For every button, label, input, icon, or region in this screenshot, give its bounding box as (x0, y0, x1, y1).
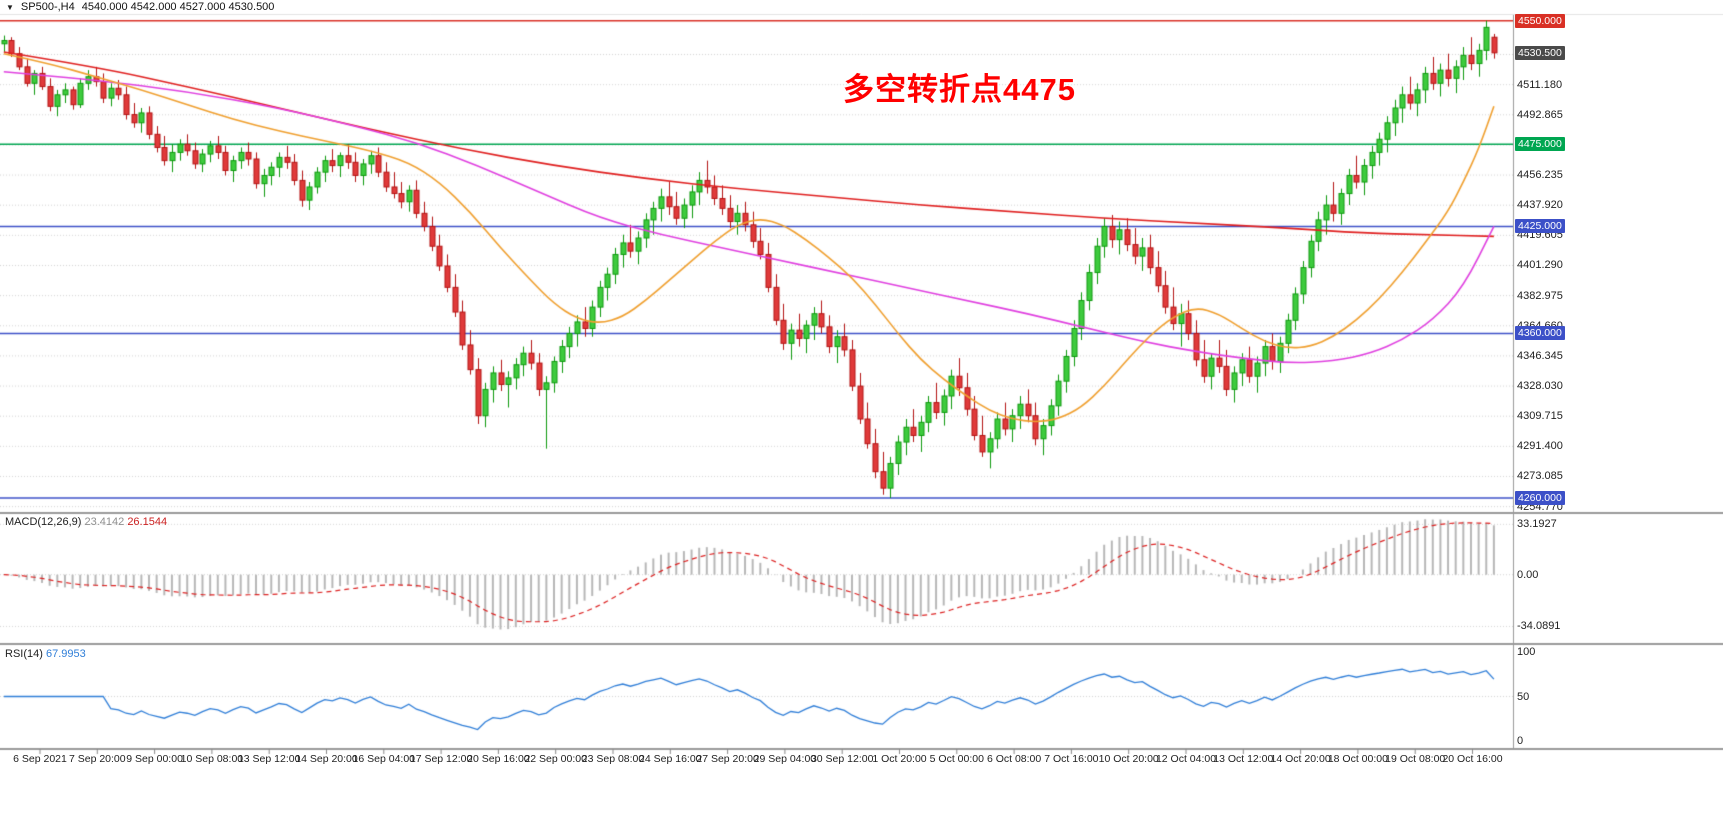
price-grid-label: 4291.400 (1517, 440, 1563, 452)
price-line-label: 4360.000 (1515, 326, 1565, 340)
price-grid-label: 4309.715 (1517, 410, 1563, 422)
price-line-label: 4550.000 (1515, 14, 1565, 28)
time-axis-label: 23 Sep 08:00 (581, 753, 645, 765)
annotation-text[interactable]: 多空转折点4475 (843, 72, 1076, 107)
time-axis-label: 16 Sep 04:00 (352, 753, 416, 765)
rsi-axis-label: 100 (1517, 646, 1536, 658)
time-axis-label: 24 Sep 16:00 (639, 753, 702, 765)
rsi-indicator-label: RSI(14) 67.9953 (5, 648, 86, 660)
time-axis-label: 20 Oct 16:00 (1442, 753, 1503, 765)
time-axis-label: 20 Sep 16:00 (467, 753, 530, 765)
time-axis-label: 10 Oct 20:00 (1098, 753, 1159, 765)
price-grid-label: 4511.180 (1517, 79, 1563, 91)
time-axis-label: 19 Oct 08:00 (1385, 753, 1446, 765)
time-axis-label: 6 Oct 08:00 (986, 753, 1042, 765)
time-axis-label: 29 Sep 04:00 (753, 753, 817, 765)
time-axis-label: 7 Sep 20:00 (68, 753, 126, 765)
price-grid-label: 4273.085 (1517, 470, 1563, 482)
time-axis-label: 7 Oct 16:00 (1044, 753, 1099, 765)
rsi-axis-label: 0 (1517, 735, 1524, 747)
time-axis-label: 17 Sep 12:00 (409, 753, 473, 765)
macd-signal-value: 26.1544 (127, 516, 168, 528)
time-axis-label: 13 Oct 12:00 (1213, 753, 1274, 765)
price-grid-label: 4346.345 (1517, 350, 1563, 362)
time-axis-label: 10 Sep 08:00 (180, 753, 244, 765)
time-axis-label: 27 Sep 20:00 (696, 753, 759, 765)
price-line-label: 4475.000 (1515, 137, 1565, 151)
price-grid-label: 4437.920 (1517, 199, 1563, 211)
rsi-value: 67.9953 (45, 648, 86, 660)
time-axis-label: 18 Oct 00:00 (1327, 753, 1388, 765)
time-axis-label: 6 Sep 2021 (13, 753, 67, 765)
price-grid-label: 4328.030 (1517, 380, 1563, 392)
chart-title-bar: ▼ SP500-,H4 4540.000 4542.000 4527.000 4… (6, 1, 274, 13)
time-axis-label: 1 Oct 20:00 (872, 753, 927, 765)
macd-axis-label: 33.1927 (1517, 518, 1557, 530)
time-axis-label: 14 Oct 20:00 (1270, 753, 1331, 765)
price-grid-label: 4456.235 (1517, 169, 1563, 181)
time-axis-label: 12 Oct 04:00 (1155, 753, 1217, 765)
time-axis-label: 9 Sep 00:00 (126, 753, 183, 765)
symbol-timeframe-label: SP500-,H4 (20, 1, 75, 13)
time-axis-label: 30 Sep 12:00 (810, 753, 874, 765)
current-price-label: 4530.500 (1515, 46, 1565, 60)
macd-main-value: 23.4142 (84, 516, 125, 528)
price-line-label: 4260.000 (1515, 491, 1565, 505)
macd-indicator-label: MACD(12,26,9) 23.4142 26.1544 (5, 516, 167, 528)
price-grid-label: 4401.290 (1517, 259, 1563, 271)
macd-name: MACD(12,26,9) (5, 516, 82, 528)
ohlc-values: 4540.000 4542.000 4527.000 4530.500 (81, 1, 275, 13)
time-axis-label: 22 Sep 00:00 (524, 753, 587, 765)
time-axis-label: 14 Sep 20:00 (295, 753, 358, 765)
macd-axis-label: -34.0891 (1517, 620, 1561, 632)
time-axis-label: 13 Sep 12:00 (237, 753, 301, 765)
rsi-axis-label: 50 (1517, 691, 1530, 703)
price-grid-label: 4492.865 (1517, 109, 1563, 121)
price-line-label: 4425.000 (1515, 219, 1565, 233)
rsi-name: RSI(14) (5, 648, 43, 660)
macd-axis-label: 0.00 (1517, 569, 1539, 581)
time-axis-label: 5 Oct 00:00 (929, 753, 984, 765)
price-grid-label: 4382.975 (1517, 290, 1563, 302)
symbol-dropdown-icon[interactable]: ▼ (6, 2, 14, 12)
